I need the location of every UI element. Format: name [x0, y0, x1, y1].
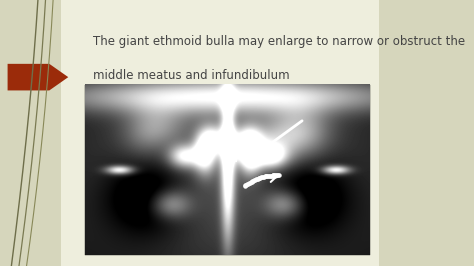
- Text: The giant ethmoid bulla may enlarge to narrow or obstruct the: The giant ethmoid bulla may enlarge to n…: [93, 35, 465, 48]
- Bar: [0, 0, 61, 266]
- Polygon shape: [8, 64, 68, 90]
- Bar: [85, 85, 370, 255]
- Bar: [61, 0, 379, 266]
- Text: middle meatus and infundibulum: middle meatus and infundibulum: [93, 69, 290, 82]
